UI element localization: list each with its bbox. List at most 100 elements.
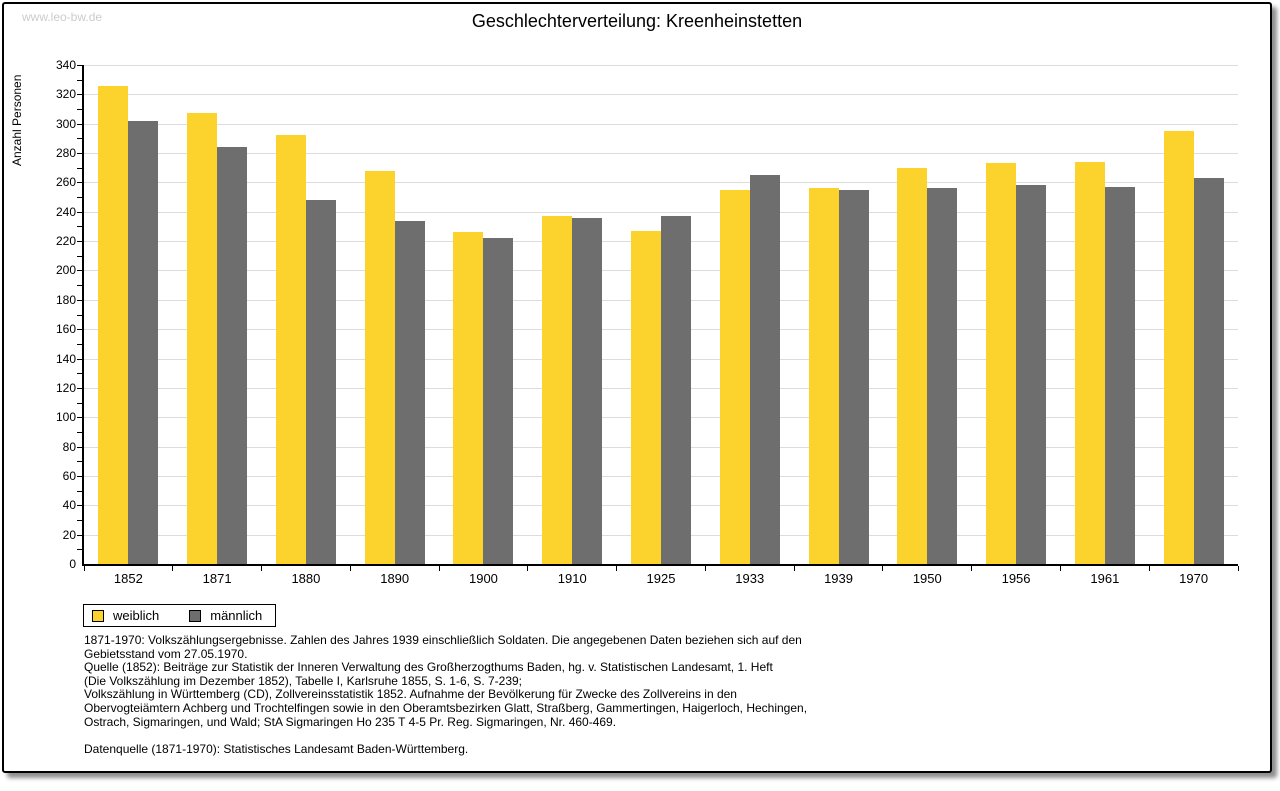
y-axis-tick: [77, 153, 82, 155]
bar-männlich-1900: [483, 238, 514, 564]
y-tick-label: 160: [55, 322, 76, 337]
y-axis-tick: [77, 461, 82, 463]
bar-weiblich-1939: [808, 188, 839, 564]
x-tick-label: 1852: [113, 571, 143, 586]
bar-weiblich-1910: [542, 216, 573, 564]
chart-frame: www.leo-bw.de Geschlechterverteilung: Kr…: [2, 2, 1272, 773]
x-axis-tick: [971, 566, 973, 571]
y-tick-label: 140: [55, 351, 76, 366]
bar-weiblich-1900: [453, 232, 484, 564]
footnotes: 1871-1970: Volkszählungsergebnisse. Zahl…: [84, 633, 1224, 756]
y-tick-label: 60: [62, 468, 76, 483]
y-axis-tick: [77, 505, 82, 507]
y-axis-tick: [77, 549, 82, 551]
y-gridline: [84, 153, 1238, 155]
watermark: www.leo-bw.de: [22, 10, 103, 24]
y-tick-label: 340: [55, 58, 76, 72]
y-axis-tick: [77, 241, 82, 243]
footnote-line: Quelle (1852): Beiträge zur Statistik de…: [84, 660, 773, 675]
footnote-line: 1871-1970: Volkszählungsergebnisse. Zahl…: [84, 633, 802, 647]
legend-label-weiblich: weiblich: [113, 608, 160, 623]
y-tick-label: 200: [55, 263, 76, 278]
y-axis-tick: [77, 417, 82, 419]
y-axis-tick: [77, 94, 82, 96]
x-tick-label: 1900: [468, 571, 498, 586]
y-axis-tick: [77, 519, 82, 521]
x-axis-tick: [704, 566, 706, 571]
bar-weiblich-1925: [631, 230, 661, 564]
y-axis-tick: [77, 197, 82, 199]
bar-männlich-1852: [128, 120, 159, 564]
y-axis-tick: [77, 167, 82, 169]
y-axis-tick: [77, 343, 82, 345]
y-axis-title: Anzahl Personen: [10, 74, 24, 166]
y-axis-tick: [77, 446, 82, 448]
footnote-line: Datenquelle (1871-1970): Statistisches L…: [84, 741, 469, 756]
bar-männlich-1933: [749, 175, 780, 564]
x-tick-label: 1970: [1179, 571, 1209, 586]
bar-männlich-1950: [927, 188, 958, 564]
x-axis-tick: [616, 566, 618, 571]
x-tick-label: 1871: [202, 571, 232, 586]
y-tick-label: 40: [62, 498, 76, 513]
x-axis-tick: [527, 566, 529, 571]
y-axis-tick: [77, 299, 82, 301]
y-tick-label: 80: [62, 439, 76, 454]
legend: weiblich männlich: [83, 604, 277, 627]
x-tick-label: 1950: [912, 571, 942, 586]
y-axis-tick: [77, 402, 82, 404]
x-axis-tick: [882, 566, 884, 571]
x-tick-label: 1961: [1090, 571, 1120, 586]
y-axis-tick: [77, 314, 82, 316]
footnote-line: (Die Volkszählung im Dezember 1852), Tab…: [84, 673, 523, 688]
bar-männlich-1890: [394, 220, 425, 564]
x-axis-tick: [793, 566, 795, 571]
y-axis-tick: [77, 226, 82, 228]
x-axis-tick: [261, 566, 263, 571]
bar-weiblich-1852: [98, 85, 129, 564]
bar-weiblich-1956: [986, 163, 1017, 564]
y-axis-tick: [77, 329, 82, 331]
x-tick-label: 1880: [291, 571, 321, 586]
y-tick-label: 120: [55, 380, 76, 395]
y-tick-label: 320: [55, 87, 76, 102]
y-axis-tick: [77, 387, 82, 389]
y-axis-tick: [77, 431, 82, 433]
footnote-line: Gebietsstand vom 27.05.1970.: [84, 646, 248, 661]
y-axis-tick: [77, 79, 82, 81]
y-tick-label: 300: [55, 116, 76, 131]
x-tick-label: 1956: [1001, 571, 1031, 586]
y-tick-label: 0: [69, 557, 76, 571]
bar-männlich-1956: [1016, 185, 1047, 564]
y-axis-tick: [77, 255, 82, 257]
chart-title: Geschlechterverteilung: Kreenheinstetten: [471, 11, 803, 31]
x-axis-tick: [172, 566, 174, 571]
bar-männlich-1970: [1193, 178, 1224, 564]
bar-weiblich-1961: [1074, 161, 1105, 564]
x-tick-label: 1925: [646, 571, 676, 586]
y-axis-tick: [77, 182, 82, 184]
x-tick-label: 1933: [735, 571, 765, 586]
bar-männlich-1910: [572, 217, 603, 564]
bar-männlich-1961: [1104, 186, 1135, 564]
bar-männlich-1880: [305, 200, 336, 564]
x-tick-label: 1939: [824, 571, 853, 586]
y-axis-tick: [77, 490, 82, 492]
y-gridline: [84, 65, 1238, 66]
bar-weiblich-1933: [719, 189, 750, 564]
y-axis-tick: [77, 475, 82, 477]
bar-weiblich-1890: [364, 170, 395, 564]
legend-label-maennlich: männlich: [210, 608, 263, 623]
x-axis-tick: [349, 566, 351, 571]
bar-weiblich-1950: [897, 167, 928, 564]
footnote-line: [84, 729, 1224, 743]
bar-weiblich-1871: [187, 113, 218, 564]
y-axis-tick: [77, 123, 82, 125]
bar-männlich-1871: [217, 147, 248, 564]
y-tick-label: 220: [55, 234, 76, 249]
x-axis-tick: [1059, 566, 1061, 571]
y-axis-tick: [77, 358, 82, 360]
x-axis-tick: [1148, 566, 1150, 571]
y-tick-label: 280: [55, 146, 76, 161]
bar-weiblich-1880: [275, 135, 306, 564]
